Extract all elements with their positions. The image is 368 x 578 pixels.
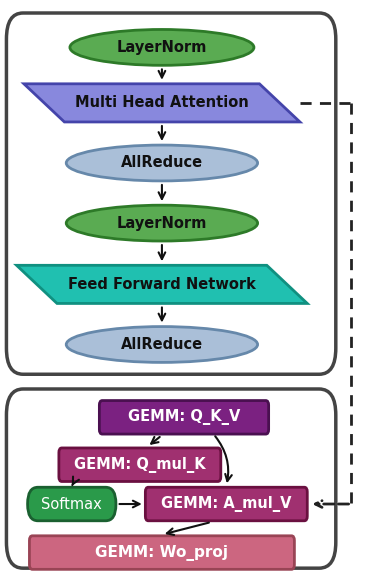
Text: LayerNorm: LayerNorm [117, 216, 207, 231]
Ellipse shape [66, 145, 258, 181]
FancyBboxPatch shape [145, 487, 307, 521]
Text: GEMM: Q_mul_K: GEMM: Q_mul_K [74, 457, 206, 473]
Polygon shape [24, 84, 300, 122]
Text: GEMM: Q_K_V: GEMM: Q_K_V [128, 409, 240, 425]
Text: AllReduce: AllReduce [121, 337, 203, 352]
Text: GEMM: A_mul_V: GEMM: A_mul_V [161, 496, 291, 512]
Text: AllReduce: AllReduce [121, 155, 203, 171]
FancyBboxPatch shape [7, 13, 336, 375]
FancyBboxPatch shape [28, 487, 116, 521]
Text: GEMM: Wo_proj: GEMM: Wo_proj [95, 544, 229, 561]
Text: Feed Forward Network: Feed Forward Network [68, 277, 256, 292]
FancyBboxPatch shape [59, 448, 221, 481]
Text: Softmax: Softmax [41, 497, 102, 512]
FancyBboxPatch shape [7, 389, 336, 568]
Ellipse shape [70, 29, 254, 65]
FancyBboxPatch shape [99, 401, 269, 434]
Text: LayerNorm: LayerNorm [117, 40, 207, 55]
Polygon shape [17, 265, 307, 303]
Ellipse shape [66, 327, 258, 362]
Ellipse shape [66, 205, 258, 241]
Text: Multi Head Attention: Multi Head Attention [75, 95, 249, 110]
FancyBboxPatch shape [29, 536, 294, 569]
